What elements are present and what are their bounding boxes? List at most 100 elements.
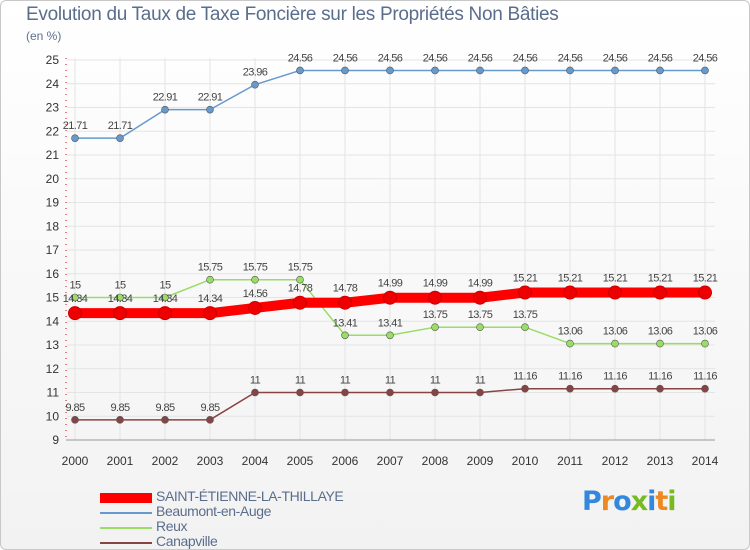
data-point <box>431 66 439 75</box>
data-point <box>386 331 394 340</box>
data-point <box>341 66 349 75</box>
data-point <box>428 290 442 305</box>
data-label: 22.91 <box>198 92 223 104</box>
logo-letter: r <box>600 486 614 517</box>
data-label: 9.85 <box>155 402 174 414</box>
data-label: 14.34 <box>198 293 223 305</box>
data-label: 11.16 <box>693 371 717 383</box>
logo-letter: i <box>647 486 656 517</box>
data-point <box>251 275 259 284</box>
legend-label: SAINT-ÉTIENNE-LA-THILLAYE <box>156 488 344 504</box>
data-label: 11 <box>385 375 396 387</box>
data-point <box>521 384 529 393</box>
data-label: 15 <box>159 280 171 292</box>
chart-title: Evolution du Taux de Taxe Foncière sur l… <box>26 4 559 25</box>
y-tick-label: 21 <box>46 148 60 162</box>
data-label: 14.78 <box>288 283 313 295</box>
data-label: 21.71 <box>63 120 88 132</box>
data-label: 14.99 <box>423 278 448 290</box>
y-tick-label: 25 <box>46 53 60 67</box>
data-point <box>611 384 619 393</box>
data-point <box>656 66 664 75</box>
data-label: 13.75 <box>423 309 448 321</box>
data-label: 24.56 <box>288 52 313 64</box>
data-point <box>518 285 532 300</box>
data-point <box>563 285 577 300</box>
data-label: 13.06 <box>693 326 718 338</box>
data-point <box>701 66 709 75</box>
y-tick-label: 15 <box>46 291 60 305</box>
data-point <box>203 306 217 321</box>
data-label: 24.56 <box>333 52 358 64</box>
data-point <box>206 105 214 114</box>
x-tick-label: 2006 <box>332 454 359 468</box>
y-tick-label: 23 <box>46 101 60 115</box>
data-label: 24.56 <box>513 52 538 64</box>
data-label: 14.99 <box>468 278 493 290</box>
y-tick-label: 24 <box>46 77 60 91</box>
data-point <box>521 66 529 75</box>
data-label: 14.56 <box>243 288 268 300</box>
data-label: 13.75 <box>513 309 538 321</box>
data-point <box>161 416 169 424</box>
data-label: 22.91 <box>153 92 178 104</box>
data-point <box>608 285 622 300</box>
data-label: 15.21 <box>513 273 538 285</box>
y-tick-label: 22 <box>46 124 60 138</box>
data-point <box>476 66 484 75</box>
data-label: 14.34 <box>153 293 178 305</box>
data-label: 14.34 <box>63 293 88 305</box>
legend-label: Canapville <box>156 533 218 549</box>
data-point <box>113 306 127 321</box>
x-tick-label: 2012 <box>602 454 629 468</box>
data-point <box>386 66 394 75</box>
data-point <box>158 306 172 321</box>
y-tick-label: 11 <box>47 386 60 400</box>
x-tick-label: 2013 <box>647 454 674 468</box>
data-label: 13.41 <box>333 317 358 329</box>
x-tick-label: 2001 <box>107 454 134 468</box>
data-label: 14.99 <box>378 278 403 290</box>
data-label: 24.56 <box>378 52 403 64</box>
legend-swatch <box>100 512 152 514</box>
y-tick-label: 14 <box>46 314 60 328</box>
logo-letter: P <box>582 486 602 517</box>
x-tick-label: 2002 <box>152 454 179 468</box>
x-tick-label: 2007 <box>377 454 404 468</box>
data-point <box>251 80 259 89</box>
data-point <box>566 66 574 75</box>
data-label: 11.16 <box>648 371 672 383</box>
data-label: 13.06 <box>648 326 673 338</box>
legend-swatch <box>100 542 152 544</box>
data-point <box>338 295 352 310</box>
x-tick-label: 2003 <box>197 454 224 468</box>
proxiti-logo: Proxiti <box>582 486 677 517</box>
data-label: 23.96 <box>243 67 268 79</box>
data-point <box>653 285 667 300</box>
y-tick-label: 17 <box>46 243 60 257</box>
logo-letter: t <box>655 486 668 517</box>
data-label: 21.71 <box>108 120 133 132</box>
data-point <box>116 416 124 424</box>
data-point <box>431 323 439 331</box>
data-label: 15.21 <box>648 273 673 285</box>
data-label: 24.56 <box>693 52 718 64</box>
data-label: 11 <box>295 375 306 387</box>
x-tick-label: 2014 <box>692 454 719 468</box>
data-point <box>521 323 529 331</box>
data-point <box>566 339 574 348</box>
x-tick-label: 2010 <box>512 454 539 468</box>
y-tick-label: 18 <box>46 219 60 233</box>
data-point <box>296 275 304 284</box>
data-point <box>656 384 664 393</box>
data-point <box>206 416 214 424</box>
data-label: 15.21 <box>558 273 583 285</box>
data-point <box>116 293 124 302</box>
data-point <box>701 339 709 348</box>
x-tick-label: 2008 <box>422 454 449 468</box>
data-label: 11.16 <box>603 371 627 383</box>
data-point <box>611 66 619 75</box>
data-label: 11 <box>430 375 441 387</box>
data-label: 24.56 <box>468 52 493 64</box>
